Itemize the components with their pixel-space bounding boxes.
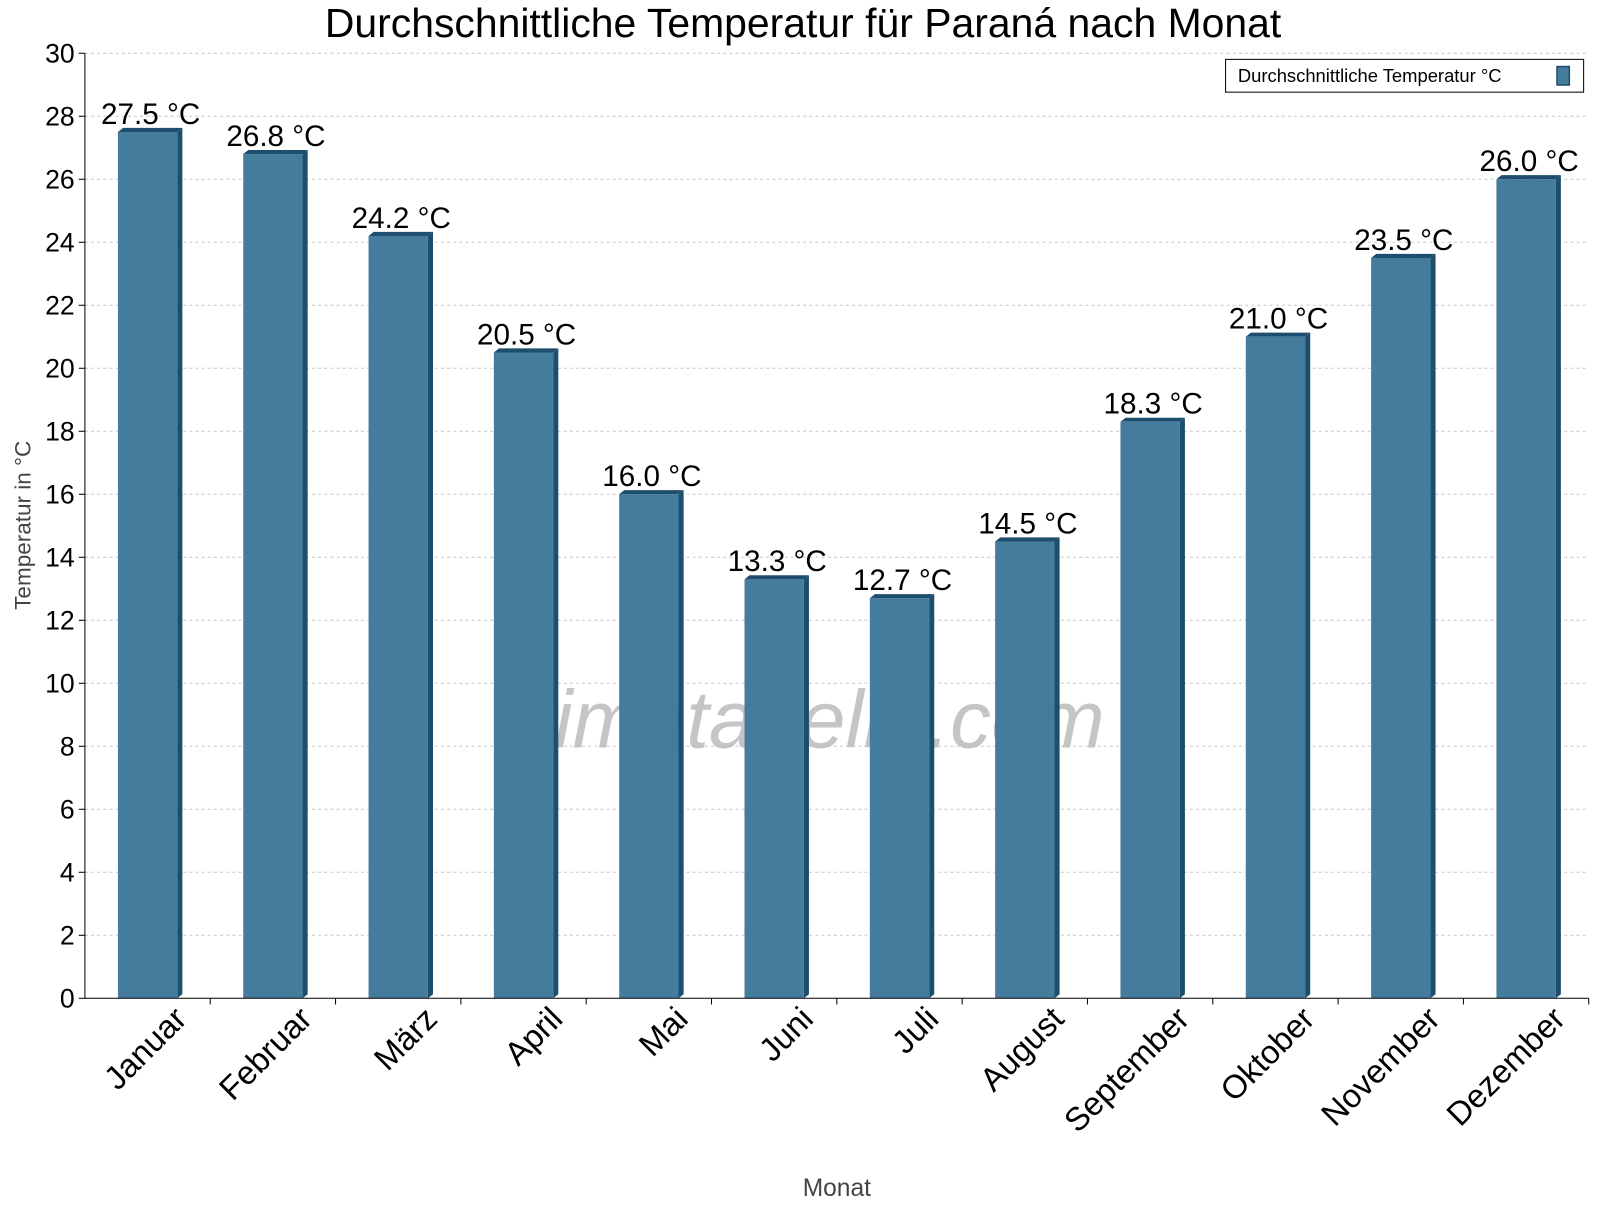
- y-tick-label: 28: [45, 101, 75, 131]
- data-label: 23.5 °C: [1354, 224, 1453, 257]
- bar-side: [1555, 175, 1561, 999]
- x-tick-label: April: [497, 1000, 569, 1073]
- data-label: 21.0 °C: [1229, 303, 1328, 336]
- bar-top: [1496, 175, 1561, 180]
- y-tick-label: 20: [45, 353, 75, 383]
- bar: [995, 541, 1055, 999]
- bar-side: [553, 348, 559, 999]
- x-tick-label: Oktober: [1213, 1000, 1322, 1109]
- y-tick-label: 30: [45, 38, 75, 68]
- bars: 27.5 °C 26.8 °C 24.2 °C 20.5 °C 16.0 °C 13.3 …: [101, 98, 1579, 999]
- x-tick-label: Juni: [751, 1000, 820, 1069]
- bar-side: [1179, 417, 1185, 999]
- data-label: 20.5 °C: [477, 318, 576, 351]
- y-tick-label: 26: [45, 164, 75, 194]
- bar: [493, 352, 554, 999]
- bar: [243, 154, 303, 999]
- chart-title: Durchschnittliche Temperatur für Paraná …: [325, 0, 1282, 46]
- x-tick-label: November: [1314, 1000, 1447, 1133]
- bar: [117, 131, 178, 999]
- y-tick-label: 6: [60, 794, 75, 824]
- legend-swatch: [1556, 65, 1571, 86]
- y-tick-label: 4: [60, 857, 75, 887]
- bar-top: [1245, 332, 1311, 337]
- y-tick-label: 12: [45, 605, 75, 635]
- data-label: 26.8 °C: [226, 120, 325, 153]
- bar-side: [427, 231, 433, 999]
- x-tick-label: März: [366, 1000, 444, 1078]
- bar-side: [302, 149, 308, 999]
- bar: [368, 235, 428, 999]
- grid-lines: [84, 52, 1589, 936]
- bar: [744, 579, 804, 999]
- bar: [869, 598, 930, 999]
- y-tick-label: 22: [45, 290, 75, 320]
- data-label: 18.3 °C: [1104, 388, 1203, 421]
- y-tick-label: 18: [45, 416, 75, 446]
- bar-top: [493, 348, 559, 353]
- x-tick-label: September: [1057, 1000, 1196, 1140]
- y-tick-label: 14: [45, 542, 75, 572]
- bar: [1496, 179, 1556, 999]
- legend-label: Durchschnittliche Temperatur °C: [1238, 65, 1502, 86]
- bar-top: [995, 537, 1060, 542]
- y-tick-label: 0: [60, 983, 75, 1013]
- data-label: 12.7 °C: [853, 564, 952, 597]
- bar-side: [1430, 253, 1436, 999]
- y-axis-label: Temperatur in °C: [11, 441, 36, 610]
- bar-top: [117, 127, 183, 132]
- y-tick-label: 2: [60, 920, 75, 950]
- bar-top: [1120, 417, 1185, 422]
- x-tick-label: Januar: [97, 1000, 194, 1097]
- bar-side: [803, 575, 809, 999]
- bar: [1245, 336, 1306, 999]
- bar-side: [1054, 537, 1060, 999]
- y-tick-label: 24: [45, 227, 75, 257]
- bar-side: [1305, 332, 1311, 999]
- bar: [1120, 421, 1180, 999]
- data-label: 26.0 °C: [1480, 145, 1579, 178]
- legend-box: [1225, 58, 1585, 93]
- x-tick-label: Dezember: [1439, 1000, 1572, 1133]
- bar-side: [929, 594, 935, 999]
- y-tick-label: 10: [45, 668, 75, 698]
- bar-top: [869, 594, 935, 599]
- data-label: 24.2 °C: [352, 202, 451, 235]
- data-label: 27.5 °C: [101, 98, 200, 131]
- legend: Durchschnittliche Temperatur °C: [1225, 58, 1585, 93]
- bar-side: [177, 127, 183, 999]
- data-label: 16.0 °C: [602, 460, 701, 493]
- y-tick-label: 16: [45, 479, 75, 509]
- x-tick-label: August: [972, 1000, 1070, 1098]
- bar-top: [619, 490, 684, 495]
- bar-side: [678, 490, 684, 999]
- x-axis-label: Monat: [803, 1175, 871, 1200]
- x-tick-label: Mai: [631, 1000, 694, 1064]
- bar-top: [368, 231, 433, 236]
- data-label: 14.5 °C: [978, 507, 1077, 540]
- bar: [1371, 258, 1431, 999]
- x-tick-label: Juli: [884, 1000, 945, 1061]
- x-tick-label: Februar: [212, 1000, 319, 1107]
- bar-top: [744, 575, 809, 580]
- bar: [619, 494, 679, 999]
- bar-top: [1371, 253, 1436, 259]
- bar-top: [243, 149, 308, 155]
- y-tick-label: 8: [60, 731, 75, 761]
- data-label: 13.3 °C: [728, 545, 827, 578]
